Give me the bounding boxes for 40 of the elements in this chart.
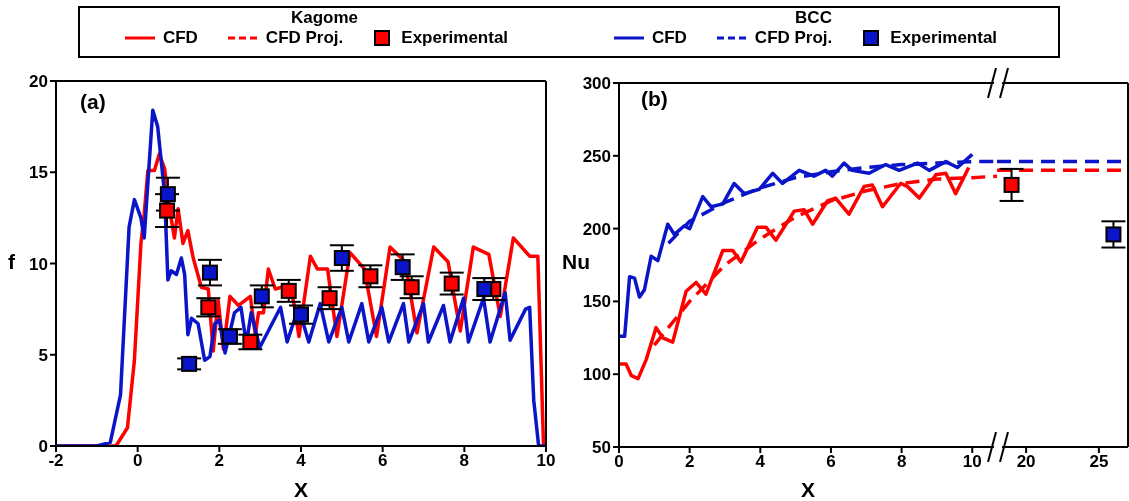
y-axis-title: f — [8, 250, 15, 274]
x-axis-title: X — [800, 478, 816, 501]
y-tick-label: 5 — [38, 345, 48, 365]
y-tick-label: 300 — [582, 74, 611, 94]
x-axis-title: X — [293, 478, 309, 501]
y-tick-label: 100 — [582, 365, 611, 385]
legend-title: BCC — [795, 8, 832, 28]
x-tick-label: 10 — [962, 452, 982, 472]
x-tick-label: 20 — [1016, 452, 1036, 472]
legend-label: Experimental — [401, 28, 509, 48]
legend-label: CFD Proj. — [265, 28, 344, 48]
legend-label: Experimental — [890, 28, 998, 48]
y-tick-label: 250 — [582, 146, 611, 166]
y-tick-label: 200 — [582, 219, 611, 239]
x-tick-label: 0 — [614, 452, 624, 472]
y-tick-label: 15 — [29, 163, 48, 183]
x-tick-label: 8 — [459, 451, 470, 471]
x-tick-label: 25 — [1089, 452, 1109, 472]
legend-label: CFD — [651, 28, 687, 48]
x-tick-label: 2 — [214, 451, 225, 471]
x-tick-label: 0 — [132, 451, 143, 471]
y-axis-title: Nu — [562, 250, 590, 274]
legend-title: Kagome — [290, 8, 359, 28]
legend-label: CFD — [162, 28, 198, 48]
x-tick-label: 6 — [826, 452, 836, 472]
y-tick-label: 150 — [582, 292, 611, 312]
x-tick-label: 8 — [896, 452, 907, 472]
x-tick-label: 6 — [377, 451, 388, 471]
annotation: (b) — [641, 87, 668, 111]
y-tick-label: 0 — [38, 437, 48, 457]
x-tick-label: -2 — [48, 451, 64, 471]
x-tick-label: 2 — [684, 452, 695, 472]
x-tick-label: 10 — [536, 451, 556, 471]
y-tick-label: 20 — [29, 72, 48, 92]
annotation: (a) — [80, 90, 106, 114]
y-tick-label: 10 — [29, 254, 48, 274]
x-tick-label: 4 — [296, 451, 307, 471]
legend-label: CFD Proj. — [754, 28, 833, 48]
y-tick-label: 50 — [592, 438, 611, 458]
x-tick-label: 4 — [755, 452, 766, 472]
